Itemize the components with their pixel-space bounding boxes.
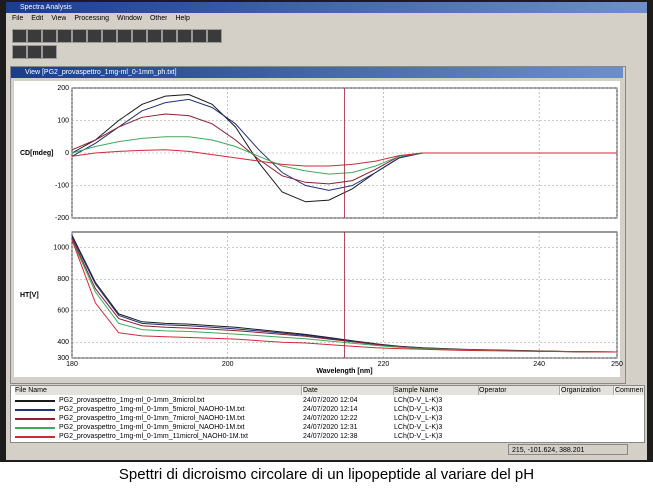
row-color-swatch [15, 400, 55, 402]
menu-item[interactable]: Processing [74, 15, 110, 22]
file-name: PG2_provaspettro_1mg-ml_0-1mm_9microl_NA… [59, 424, 245, 431]
series-line [71, 239, 618, 353]
toolbar-button[interactable] [12, 29, 27, 43]
menu-item[interactable]: Edit [31, 15, 44, 22]
status-text: 215, -101.624, 388.201 [508, 444, 628, 455]
sample-name: LCh(D-V_L-K)3 [394, 433, 443, 440]
file-name: PG2_provaspettro_1mg-ml_0-1mm_7microl_NA… [59, 415, 245, 422]
date: 24/07/2020 12:22 [303, 415, 358, 422]
row-color-swatch [15, 409, 55, 411]
date: 24/07/2020 12:14 [303, 406, 358, 413]
table-header: File Name [15, 386, 302, 395]
view-title: View [PG2_provaspettro_1mg-ml_0-1mm_ph.t… [11, 67, 623, 78]
sample-name: LCh(D-V_L-K)3 [394, 424, 443, 431]
toolbar-button[interactable] [87, 29, 102, 43]
toolbar-button[interactable] [42, 29, 57, 43]
y-axis-label: HT[V] [20, 292, 39, 299]
toolbar-button[interactable] [207, 29, 222, 43]
sample-name: LCh(D-V_L-K)3 [394, 406, 443, 413]
row-color-swatch [15, 418, 55, 420]
table-header: Commen [615, 386, 644, 395]
x-axis-label: Wavelength [nm] [316, 368, 372, 375]
app-title: Spectra Analysis [6, 2, 647, 13]
row-color-swatch [15, 427, 55, 429]
table-header: Operator [479, 386, 560, 395]
x-tick-label: 180 [66, 361, 78, 368]
toolbar-button[interactable] [147, 29, 162, 43]
y-tick-label: 400 [57, 339, 69, 346]
y-tick-label: 1000 [53, 245, 69, 252]
toolbar-button[interactable] [192, 29, 207, 43]
y-tick-label: 800 [57, 276, 69, 283]
toolbar-button[interactable] [177, 29, 192, 43]
menu-item[interactable]: Help [175, 15, 190, 22]
date: 24/07/2020 12:31 [303, 424, 358, 431]
file-table: File Name Date Sample Name Operator Organiza… [10, 385, 645, 443]
menu-item[interactable]: View [51, 15, 67, 22]
toolbar-button[interactable] [27, 29, 42, 43]
menu-bar: File Edit View Processing Window Other Help [12, 15, 190, 25]
x-tick-label: 220 [378, 361, 390, 368]
toolbar-button[interactable] [12, 45, 27, 59]
table-header: Organization [561, 386, 614, 395]
table-header: Date [303, 386, 394, 395]
row-color-swatch [15, 436, 55, 438]
toolbar-button[interactable] [132, 29, 147, 43]
sample-name: LCh(D-V_L-K)3 [394, 397, 443, 404]
toolbar-button[interactable] [27, 45, 42, 59]
y-tick-label: 0 [65, 150, 69, 157]
toolbar-button[interactable] [117, 29, 132, 43]
toolbar-button[interactable] [162, 29, 177, 43]
sample-name: LCh(D-V_L-K)3 [394, 415, 443, 422]
x-tick-label: 250 [611, 361, 623, 368]
caption: Spettri di dicroismo circolare di un lip… [118, 466, 535, 483]
date: 24/07/2020 12:38 [303, 433, 358, 440]
toolbar-button[interactable] [72, 29, 87, 43]
menu-item[interactable]: Other [149, 15, 168, 22]
y-tick-label: 100 [57, 117, 69, 124]
menu-item[interactable]: Window [117, 15, 142, 22]
toolbar-button[interactable] [57, 29, 72, 43]
y-tick-label: -200 [55, 215, 69, 222]
y-tick-label: 300 [57, 355, 69, 362]
y-tick-label: -100 [55, 182, 69, 189]
toolbar-button[interactable] [42, 45, 57, 59]
x-tick-label: 200 [222, 361, 234, 368]
chart: -200 -100 0 100 200 CD[mdeg] 300 400 600 800 1000 1… [20, 85, 623, 375]
y-tick-label: 600 [57, 308, 69, 315]
menu-item[interactable]: File [12, 15, 24, 22]
y-tick-label: 200 [57, 85, 69, 92]
toolbar [12, 29, 222, 59]
x-tick-label: 240 [533, 361, 545, 368]
table-header: Sample Name [394, 386, 479, 395]
toolbar-button[interactable] [102, 29, 117, 43]
file-name: PG2_provaspettro_1mg-ml_0-1mm_11microl_N… [59, 433, 248, 440]
date: 24/07/2020 12:04 [303, 397, 358, 404]
series-line [71, 149, 617, 167]
file-name: PG2_provaspettro_1mg-ml_0-1mm_5microl_NA… [59, 406, 245, 413]
file-name: PG2_provaspettro_1mg-ml_0-1mm_3microl.tx… [59, 397, 205, 404]
y-axis-label: CD[mdeg] [20, 150, 53, 157]
